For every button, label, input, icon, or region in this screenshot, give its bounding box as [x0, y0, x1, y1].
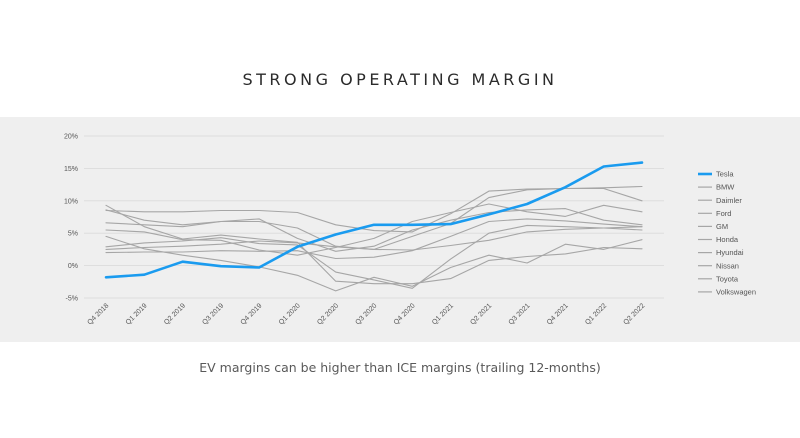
- x-tick-label: Q1 2021: [431, 302, 455, 326]
- legend-label-honda: Honda: [716, 235, 739, 244]
- y-tick-label: 10%: [64, 198, 78, 205]
- y-tick-label: 20%: [64, 134, 78, 141]
- x-tick-label: Q2 2021: [469, 302, 493, 326]
- x-tick-label: Q2 2019: [163, 302, 187, 326]
- series-line-hyundai: [105, 226, 643, 251]
- legend-label-nissan: Nissan: [716, 261, 739, 270]
- x-tick-label: Q2 2022: [622, 302, 646, 326]
- series-line-tesla: [104, 161, 644, 279]
- x-tick-label: Q4 2019: [240, 302, 264, 326]
- legend-label-volkswagen: Volkswagen: [716, 288, 756, 297]
- series-line-toyota: [105, 218, 643, 260]
- series-line-volkswagen: [105, 204, 643, 285]
- series-line-gm: [105, 203, 643, 256]
- y-tick-label: 0%: [68, 263, 78, 270]
- x-tick-label: Q4 2018: [86, 302, 110, 326]
- series-line-nissan: [105, 235, 643, 292]
- legend-label-daimler: Daimler: [716, 196, 742, 205]
- legend-label-toyota: Toyota: [716, 274, 739, 283]
- chart-panel: -5% 0% 5% 10% 15% 20% Q4 2018 Q1 2019 Q2 2019 Q3 …: [0, 117, 800, 342]
- x-tick-label: Q3 2020: [354, 302, 378, 326]
- x-tick-label: Q2 2020: [316, 302, 340, 326]
- legend-label-hyundai: Hyundai: [716, 248, 744, 257]
- legend-label-tesla: Tesla: [716, 170, 734, 179]
- chart-caption: EV margins can be higher than ICE margin…: [199, 360, 601, 375]
- x-tick-label: Q4 2021: [546, 302, 570, 326]
- legend-label-bmw: BMW: [716, 183, 735, 192]
- x-tick-label: Q3 2019: [201, 302, 225, 326]
- x-tick-label: Q1 2019: [125, 302, 149, 326]
- operating-margin-chart: -5% 0% 5% 10% 15% 20% Q4 2018 Q1 2019 Q2 2019 Q3 …: [64, 134, 756, 327]
- x-tick-label: Q1 2020: [278, 302, 302, 326]
- y-tick-label: 15%: [64, 166, 78, 173]
- x-tick-label: Q3 2021: [508, 302, 532, 326]
- slide-title: STRONG OPERATING MARGIN: [242, 70, 558, 89]
- y-tick-label: 5%: [68, 231, 78, 238]
- x-tick-label: Q4 2020: [393, 302, 417, 326]
- series-line-honda: [105, 208, 643, 252]
- series-line-daimler: [105, 187, 643, 233]
- x-tick-label: Q1 2022: [584, 302, 608, 326]
- legend-label-gm: GM: [716, 222, 728, 231]
- legend-label-ford: Ford: [716, 209, 731, 218]
- y-tick-label: -5%: [66, 296, 78, 303]
